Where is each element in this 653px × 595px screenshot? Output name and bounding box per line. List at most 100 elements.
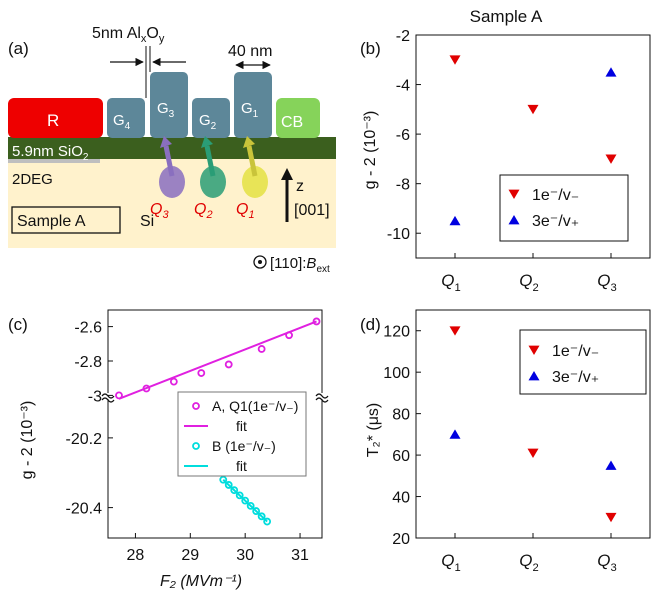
out-of-plane-icon — [253, 255, 267, 269]
chart-b-xticks: Q1 Q2 Q3 — [441, 253, 617, 294]
sample-a-box — [11, 206, 121, 234]
c-legend-marker-2 — [192, 442, 200, 450]
b-xtick-label-main: Q — [441, 271, 454, 290]
gate-G1 — [234, 72, 272, 138]
c-point-s0-7 — [312, 317, 321, 326]
c-point-s2-5 — [246, 501, 255, 510]
b-xtick-label-sub: 2 — [532, 282, 538, 294]
out-of-plane-dot-icon — [258, 260, 262, 264]
d-xtick-label: Q2 — [519, 551, 538, 574]
c-fit-line-1 — [118, 320, 317, 400]
chart-c-xlabel: F₂ (MVm⁻¹) — [160, 573, 242, 590]
spin-arrowhead-Q1 — [243, 136, 255, 148]
gate-G4 — [107, 98, 145, 138]
chart-b-marks — [449, 55, 617, 226]
chart-b-legend-items: 1e⁻/v₋ 3e⁻/v₊ — [508, 187, 579, 230]
c-point-s2-0 — [219, 475, 228, 484]
b-xtick-label-main: Q — [519, 271, 532, 290]
d-legend-marker-0 — [528, 345, 540, 355]
chart-c-ylabel: g - 2 (10⁻³) — [19, 401, 36, 480]
confinement-gate-CB — [276, 98, 320, 138]
reservoir-label: R — [47, 111, 59, 130]
chart-b-yticks: -2 -4 -6 -8 -10 — [387, 28, 421, 243]
d-xtick-label: Q3 — [597, 551, 616, 574]
chart-b: Sample A (b) g - 2 (10⁻³) -2-4-6-8-10 Q1… — [360, 7, 651, 294]
d-xtick-label-main: Q — [519, 551, 532, 570]
quantum-dot-Q3 — [159, 166, 185, 198]
axis-break-right-icon — [315, 393, 329, 399]
quantum-dot-Q2 — [200, 166, 226, 198]
gate-label-G3: G3 — [157, 100, 175, 120]
d-ytick-label: 80 — [392, 407, 410, 424]
b-ytick-label: -4 — [396, 78, 410, 95]
panel-label-d: (d) — [360, 315, 381, 334]
z-axis-arrowhead — [281, 168, 293, 180]
b-xtick-label: Q3 — [597, 271, 616, 294]
chart-c: (c) g - 2 (10⁻³) F₂ (MVm⁻¹) -2.6-2.8-3-2… — [8, 309, 329, 590]
chart-b-title: Sample A — [470, 7, 543, 26]
spin-arrowhead-Q3 — [160, 136, 172, 148]
dir-001-label: [001] — [294, 202, 330, 219]
gate-G2 — [192, 98, 230, 138]
c-ytick-label: -20.4 — [66, 501, 103, 518]
b-ytick-label: -10 — [387, 226, 410, 243]
c-point-s2-4 — [241, 496, 250, 505]
c-ytick-label: -3 — [88, 388, 102, 405]
reservoir-gate-R — [8, 98, 103, 138]
d-legend-label-0: 1e⁻/v₋ — [552, 343, 599, 360]
c-legend-label-3: fit — [236, 458, 247, 474]
c-xtick-label: 31 — [291, 547, 309, 564]
c-ytick-label: -20.2 — [66, 431, 103, 448]
panel-label-b: (b) — [360, 39, 381, 58]
d-ytick-label: 120 — [383, 324, 410, 341]
sio2-label: 5.9nm SiO2 — [12, 143, 89, 163]
b-legend-label-0: 1e⁻/v₋ — [532, 187, 579, 204]
chart-c-legend-items: A, Q1(1e⁻/v₋) fit B (1e⁻/v₋) fit — [184, 398, 298, 474]
c-point-s2-1 — [224, 481, 233, 489]
gate-label-G1: G1 — [241, 100, 259, 120]
chart-c-xticks: 28 29 30 31 — [127, 533, 309, 564]
chart-d-xticks: Q1 Q2 Q3 — [441, 533, 617, 574]
c-legend-label-1: fit — [236, 418, 247, 434]
silicon-label: Si — [140, 213, 154, 230]
chart-d-marks — [449, 326, 617, 523]
b-point-s1-Q3 — [605, 67, 617, 77]
axis-break-left-icon — [101, 393, 115, 399]
c-point-s0-5 — [257, 345, 266, 353]
b-legend-marker-0 — [508, 189, 520, 199]
c-xtick-label: 28 — [127, 547, 145, 564]
spin-arrowhead-Q2 — [201, 136, 213, 148]
b-point-s0-Q1 — [449, 55, 461, 65]
c-ytick-label: -2.6 — [74, 320, 102, 337]
c-fit-line-3 — [222, 478, 268, 523]
b-ytick-label: -8 — [396, 177, 410, 194]
gate-label-G4: G4 — [113, 112, 131, 132]
chart-b-ylabel: g - 2 (10⁻³) — [362, 111, 379, 190]
d-point-s0-Q2 — [527, 448, 539, 458]
c-point-s0-3 — [197, 369, 206, 377]
chart-b-legend — [499, 174, 629, 242]
b-point-s0-Q2 — [527, 104, 539, 115]
gate-label-G2: G2 — [199, 112, 217, 132]
d-xtick-label-sub: 3 — [610, 562, 616, 574]
d-point-s1-Q1 — [449, 429, 461, 439]
d-point-s0-Q1 — [449, 326, 461, 336]
axis-break-left-icon-2 — [101, 397, 115, 403]
b-point-s1-Q1 — [449, 215, 461, 226]
d-ytick-label: 40 — [392, 490, 410, 507]
d-ytick-label: 100 — [383, 365, 410, 382]
c-legend-label-0: A, Q1(1e⁻/v₋) — [212, 398, 298, 414]
chart-c-frame — [107, 309, 323, 539]
d-ytick-label: 60 — [392, 448, 410, 465]
c-point-s0-2 — [169, 377, 178, 386]
device-schematic: (a) R CB G4 G3 G2 G1 5nm AlxOy 40 nm 5.9… — [8, 25, 336, 275]
dot-label-Q2: Q2 — [194, 201, 213, 221]
b-ytick-label: -2 — [396, 28, 410, 45]
panel-label-c: (c) — [8, 315, 28, 334]
c-point-s2-7 — [257, 512, 266, 521]
c-legend-marker-0 — [192, 402, 200, 410]
c-point-s2-2 — [230, 486, 239, 495]
c-xtick-label: 29 — [181, 547, 199, 564]
b-xtick-label: Q1 — [441, 271, 460, 294]
panel-label-a: (a) — [8, 39, 29, 58]
